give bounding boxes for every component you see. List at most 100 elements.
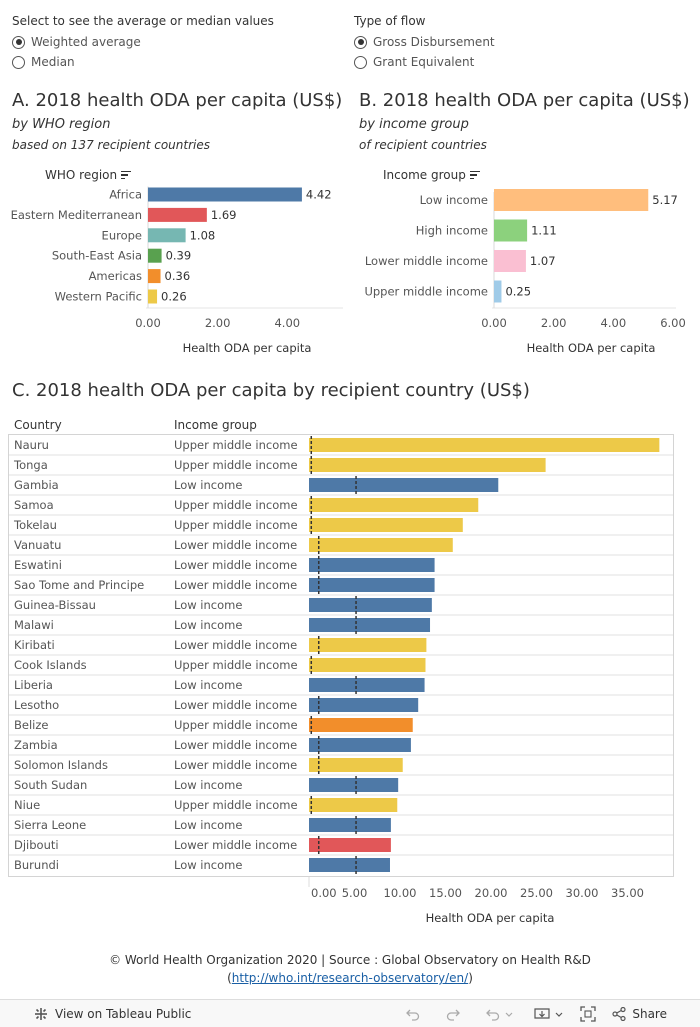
income-group: Upper middle income [174, 458, 298, 472]
income-group: Low income [174, 598, 242, 612]
chart-a-who-region: Africa 4.42 Eastern Mediterranean 1.69 Europ… [11, 186, 343, 355]
radio-empty-icon[interactable] [354, 55, 367, 69]
share-button[interactable]: Share [612, 1006, 667, 1021]
tick-label: 2.00 [205, 316, 231, 330]
income-group: Upper middle income [174, 498, 298, 512]
bar [309, 718, 413, 732]
income-group: Low income [174, 818, 242, 832]
value-label: 0.25 [505, 285, 531, 299]
fullscreen-icon[interactable] [580, 1005, 597, 1022]
category-label: Americas [89, 269, 142, 283]
country-name: Eswatini [14, 558, 62, 572]
country-name: Solomon Islands [14, 758, 108, 772]
radio-empty-icon[interactable] [12, 55, 25, 69]
income-group-header[interactable]: Income group [383, 168, 480, 182]
category-label: Low income [420, 193, 488, 207]
bar [309, 538, 453, 552]
income-group: Lower middle income [174, 838, 297, 852]
income-group: Low income [174, 858, 242, 872]
panel-b-subtitle: by income group [359, 117, 469, 132]
radio-selected-icon[interactable] [354, 35, 367, 49]
chevron-down-icon[interactable] [504, 1007, 514, 1021]
bar [309, 498, 479, 512]
panel-c-title: C. 2018 health ODA per capita by recipie… [12, 380, 530, 401]
country-name: Liberia [14, 678, 53, 692]
bar [309, 838, 391, 852]
bar [309, 598, 432, 612]
value-label: 0.36 [165, 269, 191, 283]
x-axis-label: Health ODA per capita [426, 911, 555, 925]
bar [309, 678, 425, 692]
country-name: Lesotho [14, 698, 59, 712]
revert-icon[interactable] [486, 1007, 500, 1021]
income-group: Lower middle income [174, 758, 297, 772]
income-group: Upper middle income [174, 658, 298, 672]
bar [309, 578, 435, 592]
sort-icon[interactable] [121, 170, 132, 180]
country-name: Kiribati [14, 638, 55, 652]
category-label: Western Pacific [55, 290, 142, 304]
tick-label: 10.00 [384, 886, 417, 900]
country-name: Sao Tome and Principe [14, 578, 144, 592]
value-label: 1.69 [211, 208, 237, 222]
bar [148, 228, 186, 243]
redo-icon[interactable] [446, 1007, 461, 1021]
income-column-header: Income group [174, 418, 257, 432]
country-name: Zambia [14, 738, 58, 752]
radio-weighted-average[interactable]: Weighted average [12, 32, 274, 52]
category-label: Europe [102, 228, 142, 242]
value-label: 4.42 [306, 188, 332, 202]
country-name: Nauru [14, 438, 49, 452]
income-group: Low income [174, 778, 242, 792]
country-name: Niue [14, 798, 40, 812]
stat-selector: Select to see the average or median valu… [12, 14, 274, 72]
income-group: Lower middle income [174, 698, 297, 712]
income-group: Low income [174, 678, 242, 692]
bar [494, 250, 526, 272]
country-name: Belize [14, 718, 48, 732]
who-region-header-label: WHO region [45, 168, 118, 182]
category-label: South-East Asia [52, 249, 142, 263]
tick-label: 20.00 [475, 886, 508, 900]
category-label: Eastern Mediterranean [11, 208, 142, 222]
value-label: 0.39 [166, 249, 192, 263]
radio-grant-equivalent[interactable]: Grant Equivalent [354, 52, 495, 72]
view-on-tableau-button[interactable]: View on Tableau Public [34, 1007, 191, 1021]
bar [309, 778, 399, 792]
sort-icon[interactable] [469, 170, 480, 180]
bar [309, 618, 431, 632]
country-column-header: Country [14, 418, 62, 432]
panel-a-title: A. 2018 health ODA per capita (US$) [12, 90, 343, 111]
tick-label: 0.00 [481, 316, 507, 330]
radio-label: Weighted average [31, 35, 141, 49]
value-label: 5.17 [652, 193, 678, 207]
radio-gross-disbursement[interactable]: Gross Disbursement [354, 32, 495, 52]
country-name: Samoa [14, 498, 54, 512]
tick-label: 4.00 [274, 316, 300, 330]
chart-b-income-group: Low income 5.17 High income 1.11 Lower middl… [364, 189, 686, 355]
footer-link-line: (http://who.int/research-observatory/en/… [0, 969, 700, 987]
income-group: Lower middle income [174, 738, 297, 752]
bar [309, 658, 426, 672]
undo-icon[interactable] [406, 1007, 420, 1021]
who-region-header[interactable]: WHO region [45, 168, 132, 182]
bar [494, 280, 502, 303]
income-group: Upper middle income [174, 518, 298, 532]
download-icon[interactable] [534, 1007, 550, 1021]
footer-link[interactable]: http://who.int/research-observatory/en/ [231, 971, 469, 985]
income-group: Upper middle income [174, 798, 298, 812]
chevron-down-icon[interactable] [554, 1007, 564, 1021]
radio-label: Grant Equivalent [373, 55, 475, 69]
bar [309, 758, 403, 772]
bar [309, 818, 391, 832]
radio-median[interactable]: Median [12, 52, 274, 72]
panel-a-subtitle: by WHO region [12, 117, 111, 132]
income-group: Lower middle income [174, 638, 297, 652]
country-name: Tonga [13, 458, 48, 472]
bar [309, 858, 390, 872]
radio-selected-icon[interactable] [12, 35, 25, 49]
tableau-logo-icon [35, 1007, 47, 1020]
income-group: Low income [174, 618, 242, 632]
value-label: 1.11 [531, 224, 557, 238]
value-label: 1.08 [190, 228, 216, 242]
